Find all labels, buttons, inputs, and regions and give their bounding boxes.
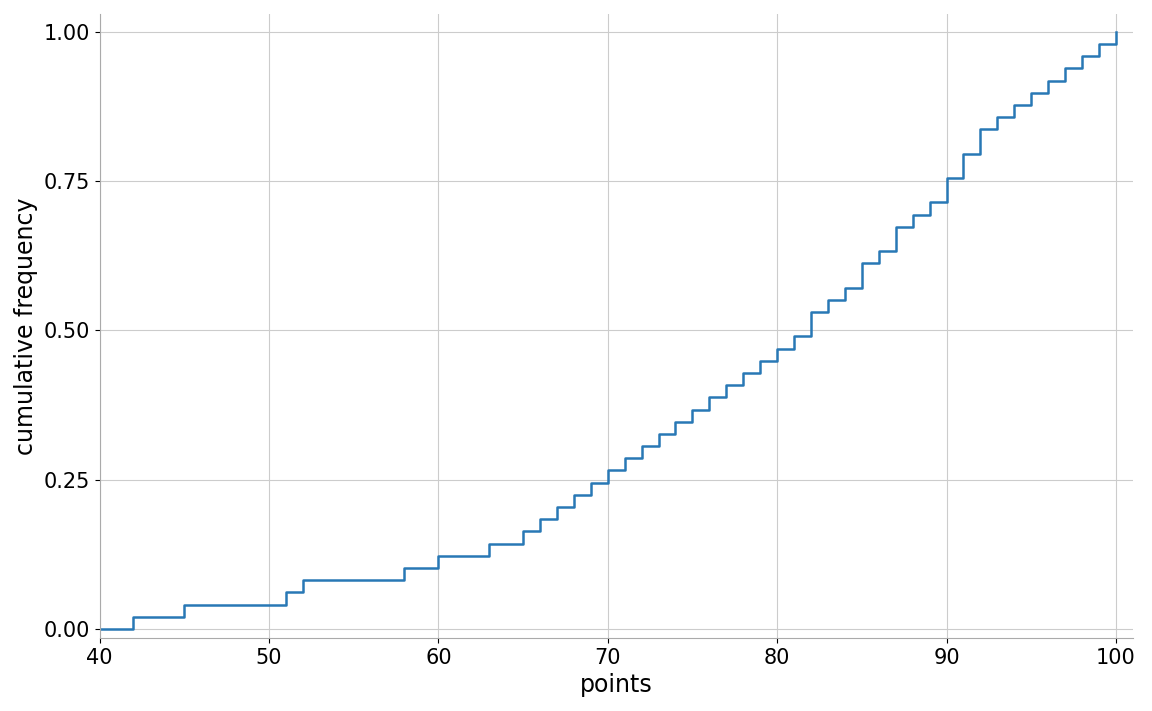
X-axis label: points: points [579,673,652,697]
Y-axis label: cumulative frequency: cumulative frequency [14,197,38,454]
